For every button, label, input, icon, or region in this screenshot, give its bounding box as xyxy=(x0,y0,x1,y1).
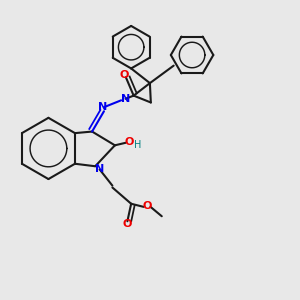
Text: O: O xyxy=(142,201,152,211)
Text: O: O xyxy=(124,137,134,147)
Text: N: N xyxy=(98,102,107,112)
Text: O: O xyxy=(120,70,129,80)
Text: N: N xyxy=(121,94,130,104)
Text: H: H xyxy=(134,140,141,150)
Text: N: N xyxy=(95,164,104,174)
Text: O: O xyxy=(122,219,131,229)
